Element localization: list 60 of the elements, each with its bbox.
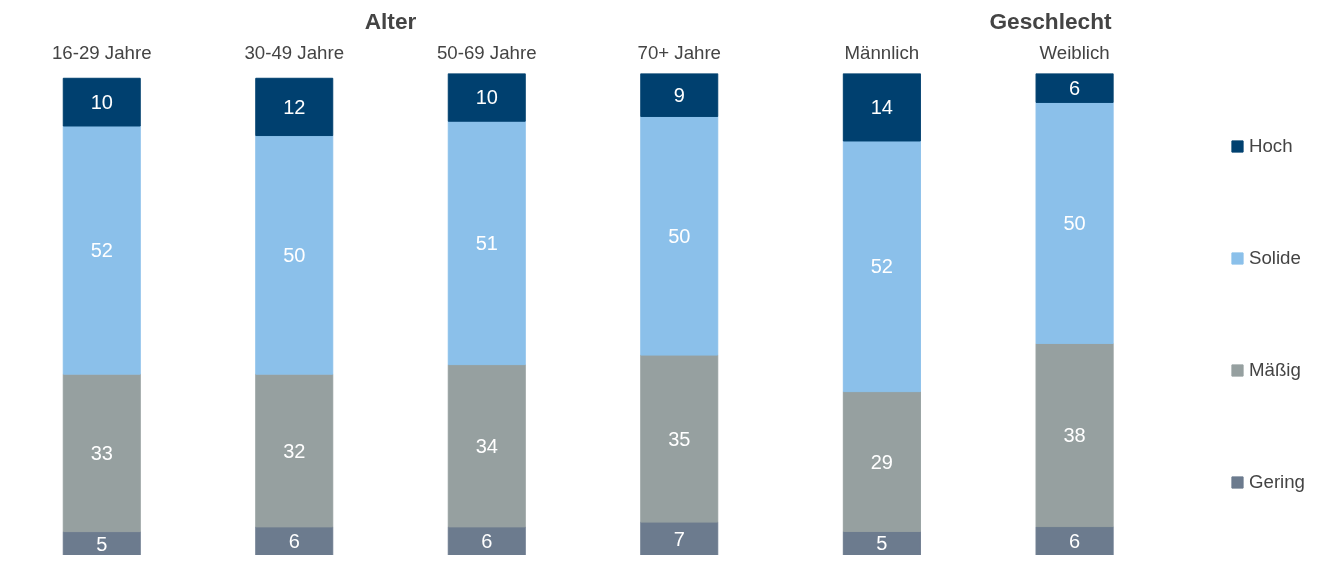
bar [1035,101,1114,344]
bar [640,354,719,523]
legend-label: Gering [1249,471,1305,493]
bar [255,373,334,528]
data-label: 5 [96,532,108,555]
data-label: 52 [90,239,113,262]
bar [842,140,921,393]
data-label: 38 [1063,424,1086,446]
bar [842,530,921,555]
bar [1035,342,1114,528]
legend-label: Mäßig [1249,359,1301,381]
data-label: 52 [870,255,893,278]
legend-label: Solide [1249,247,1301,269]
data-label: 29 [870,450,893,473]
legend-label: Hoch [1249,135,1293,157]
data-label: 7 [673,527,685,550]
data-label: 50 [283,243,306,266]
x-tick-label: 30-49 Jahre [244,41,345,63]
data-label: 12 [283,95,306,118]
data-label: 33 [90,441,113,464]
data-label: 6 [1069,76,1081,99]
data-label: 6 [288,530,300,553]
bar [447,364,526,528]
bar [640,73,719,117]
bar [1035,73,1114,103]
data-label: 32 [283,439,306,462]
bar [255,77,334,137]
bar [255,135,334,375]
bar [62,77,141,127]
data-label: 5 [876,532,888,555]
x-tick-label: 70+ Jahre [637,41,721,63]
bar [255,526,334,555]
data-label: 14 [870,96,893,119]
x-tick-label: Weiblich [1039,41,1110,63]
data-label: 34 [475,434,498,457]
data-label: 35 [668,427,691,450]
data-label: 50 [668,224,691,247]
bar [62,125,141,375]
bar [842,73,921,142]
data-label: 10 [475,86,498,109]
bar [62,373,141,533]
data-label: 6 [1069,530,1081,553]
bar [842,391,921,532]
x-tick-label: Männlich [844,41,920,63]
data-label: 10 [90,91,113,114]
chart-title: Alter [364,7,417,34]
bar [640,115,719,356]
data-label: 50 [1063,211,1086,234]
chart-title: Geschlecht [989,7,1113,34]
data-label: 6 [481,530,493,553]
bar [62,531,141,555]
data-label: 51 [475,231,498,254]
bar [640,521,719,555]
bar [1035,526,1114,555]
x-tick-label: 50-69 Jahre [436,41,537,63]
bar [447,120,526,366]
bar [447,73,526,122]
x-tick-label: 16-29 Jahre [51,41,152,63]
bar [447,526,526,555]
data-label: 9 [673,83,685,106]
